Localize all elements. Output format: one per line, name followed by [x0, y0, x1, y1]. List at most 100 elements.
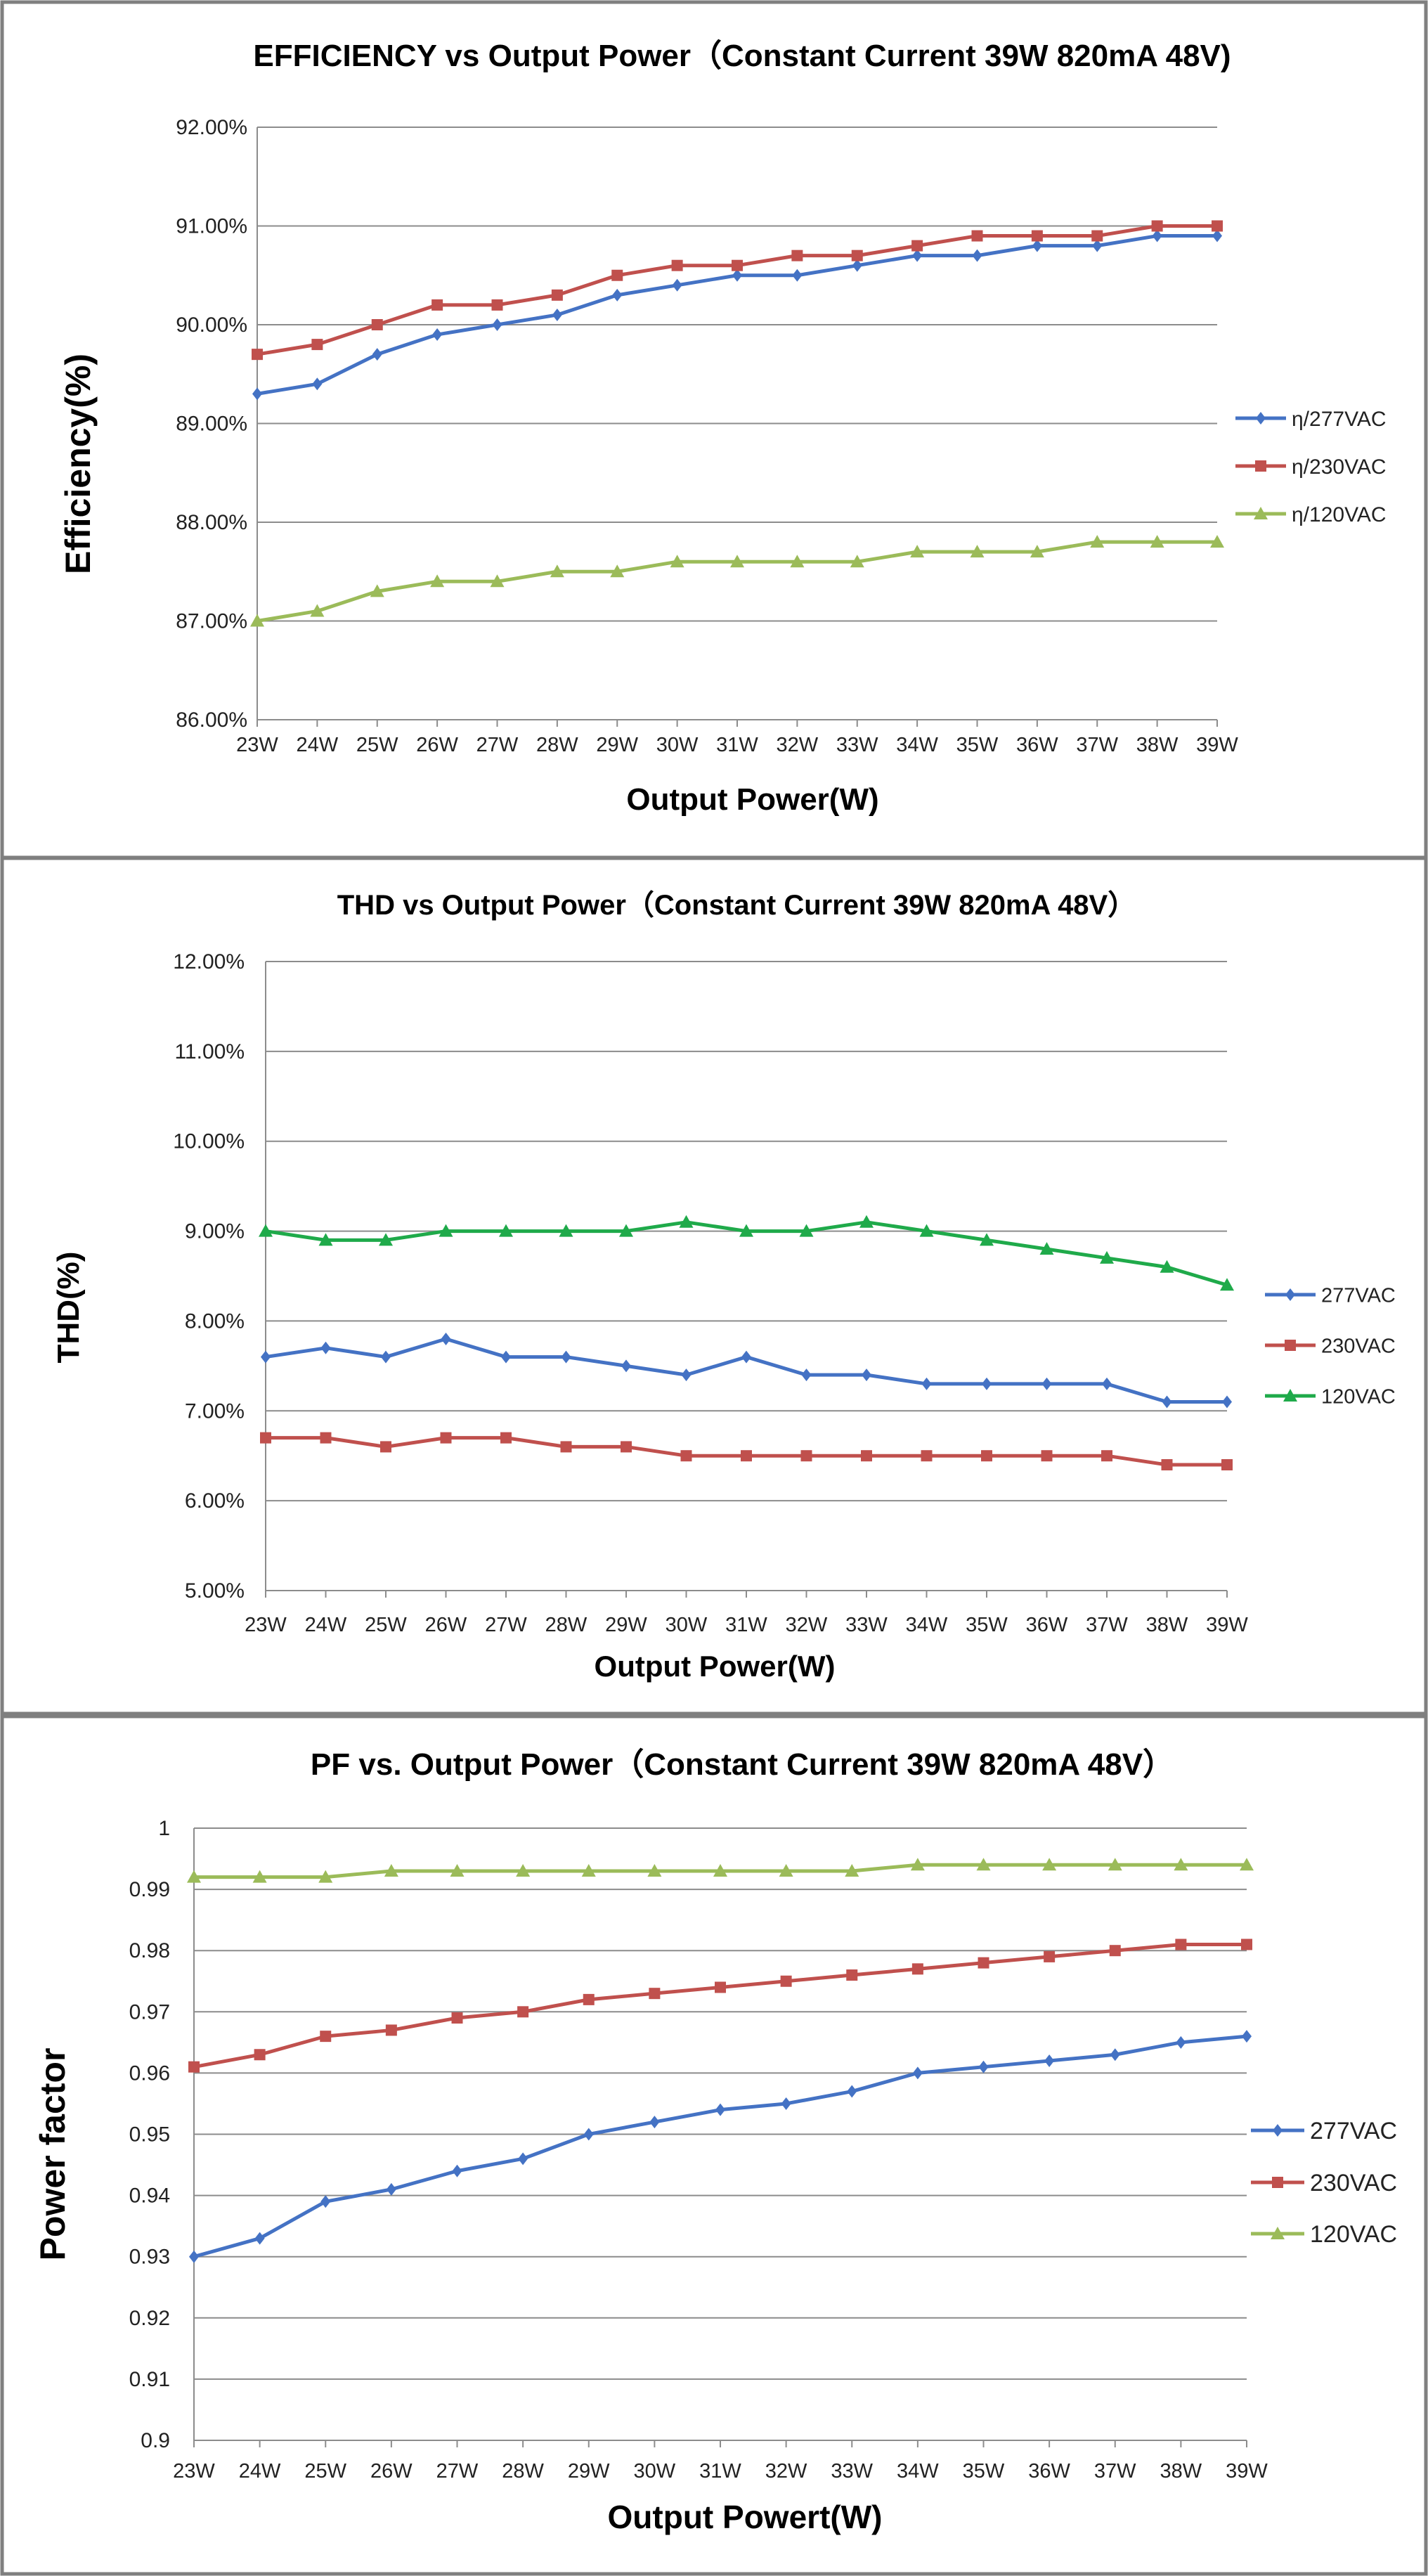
- data-point: [739, 1224, 753, 1237]
- x-tick-label: 37W: [1076, 734, 1118, 756]
- y-tick-label: 0.99: [129, 1878, 170, 1901]
- data-point: [370, 584, 384, 597]
- data-point: [552, 308, 562, 321]
- legend-marker: [1283, 1389, 1297, 1402]
- data-point: [649, 2116, 660, 2129]
- y-tick-label: 7.00%: [185, 1399, 245, 1423]
- chart-panel-border: [0, 856, 1428, 1716]
- data-point: [1031, 230, 1043, 242]
- data-point: [1221, 1459, 1233, 1470]
- data-point: [499, 1224, 513, 1237]
- y-tick-label: 0.94: [129, 2185, 170, 2208]
- x-tick-label: 33W: [831, 2460, 873, 2483]
- data-point: [980, 1233, 994, 1246]
- data-point: [781, 2097, 791, 2110]
- x-tick-label: 32W: [777, 734, 819, 756]
- data-point: [431, 299, 443, 311]
- data-point: [1100, 1250, 1114, 1264]
- x-tick-label: 27W: [485, 1614, 527, 1636]
- data-point: [862, 1368, 871, 1382]
- data-point: [976, 1858, 991, 1871]
- data-point: [1174, 1858, 1188, 1871]
- y-tick-label: 0.91: [129, 2368, 170, 2391]
- x-axis-label: Output Power(W): [626, 782, 878, 817]
- data-point: [1210, 535, 1224, 548]
- series-2: η/230VAC: [252, 220, 1387, 479]
- data-point: [982, 1377, 992, 1390]
- data-point: [440, 1432, 452, 1444]
- data-point: [1090, 535, 1105, 548]
- data-point: [715, 2103, 725, 2116]
- data-point: [730, 555, 744, 568]
- legend-label: η/230VAC: [1292, 455, 1387, 479]
- data-point: [851, 250, 863, 261]
- data-point: [1039, 1242, 1054, 1255]
- x-tick-label: 34W: [897, 2460, 939, 2483]
- data-point: [672, 278, 682, 292]
- y-tick-label: 6.00%: [185, 1489, 245, 1513]
- chart-panel-border: [0, 0, 1428, 860]
- data-point: [1161, 1459, 1173, 1470]
- legend-marker: [1254, 507, 1268, 519]
- y-tick-label: 0.92: [129, 2307, 170, 2330]
- data-point: [611, 269, 623, 281]
- series-1: η/277VAC: [252, 229, 1387, 431]
- data-point: [1162, 1395, 1172, 1409]
- legend-marker: [1273, 2124, 1283, 2137]
- data-point: [780, 1975, 792, 1987]
- x-axis-label: Output Powert(W): [608, 2499, 883, 2535]
- data-point: [800, 1450, 812, 1462]
- x-tick-label: 23W: [245, 1614, 287, 1636]
- data-point: [384, 1863, 398, 1877]
- chart-title: EFFICIENCY vs Output Power（Constant Curr…: [253, 39, 1231, 73]
- data-point: [187, 1870, 201, 1883]
- data-point: [492, 318, 502, 331]
- y-tick-label: 91.00%: [176, 215, 247, 238]
- x-tick-label: 33W: [836, 734, 878, 756]
- data-point: [1212, 220, 1223, 232]
- y-tick-label: 5.00%: [185, 1579, 245, 1603]
- x-tick-label: 26W: [370, 2460, 413, 2483]
- data-point: [779, 1863, 793, 1877]
- data-point: [850, 555, 864, 568]
- data-point: [1242, 2030, 1252, 2043]
- y-tick-label: 88.00%: [176, 511, 247, 534]
- data-point: [1044, 1950, 1056, 1962]
- x-tick-label: 23W: [236, 734, 278, 756]
- data-point: [385, 2024, 397, 2036]
- x-tick-label: 34W: [896, 734, 938, 756]
- x-tick-label: 39W: [1226, 2460, 1268, 2483]
- x-tick-label: 37W: [1094, 2460, 1136, 2483]
- legend-label: 277VAC: [1310, 2118, 1397, 2144]
- data-point: [670, 555, 684, 568]
- data-point: [921, 1377, 932, 1390]
- chart-title: THD vs Output Power（Constant Current 39W…: [337, 890, 1136, 921]
- x-tick-label: 36W: [1028, 2460, 1070, 2483]
- data-point: [259, 1224, 273, 1237]
- data-point: [649, 1988, 661, 2000]
- x-tick-label: 25W: [304, 2460, 346, 2483]
- legend-marker: [1272, 2177, 1283, 2188]
- data-point: [254, 2232, 265, 2245]
- data-point: [911, 1963, 923, 1975]
- data-point: [250, 614, 264, 627]
- legend-label: 230VAC: [1310, 2170, 1397, 2196]
- data-point: [610, 564, 625, 578]
- data-point: [432, 328, 443, 342]
- series-3: 120VAC: [187, 1858, 1397, 2248]
- data-point: [372, 348, 382, 361]
- data-point: [551, 289, 563, 301]
- data-point: [252, 349, 263, 361]
- legend-marker: [1271, 2227, 1285, 2239]
- data-point: [970, 545, 985, 558]
- y-tick-label: 92.00%: [176, 116, 247, 139]
- data-point: [451, 2012, 463, 2024]
- data-point: [612, 288, 623, 302]
- chart-panel-border: [0, 1714, 1428, 2576]
- x-tick-label: 23W: [173, 2460, 215, 2483]
- data-point: [1030, 545, 1044, 558]
- data-point: [1042, 1858, 1057, 1871]
- data-point: [371, 319, 383, 330]
- data-point: [910, 545, 925, 558]
